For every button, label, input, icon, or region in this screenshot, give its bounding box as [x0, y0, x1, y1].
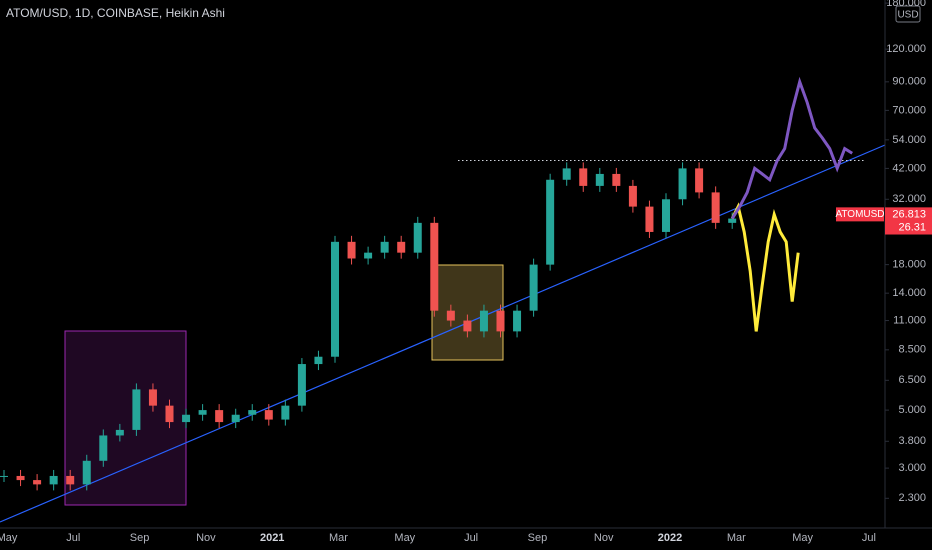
candle: [132, 389, 141, 430]
candle: [546, 179, 555, 265]
y-tick-label: 3.800: [898, 435, 926, 447]
y-tick-label: 70.000: [892, 104, 926, 116]
candle: [496, 310, 505, 332]
x-tick-label: 2021: [260, 532, 284, 544]
candle: [33, 480, 42, 485]
y-tick-label: 2.300: [898, 492, 926, 504]
candle: [430, 222, 439, 311]
candle: [215, 410, 224, 423]
candle: [264, 410, 273, 420]
candle: [314, 356, 323, 365]
x-tick-label: Nov: [594, 532, 614, 544]
y-tick-label: 5.000: [898, 404, 926, 416]
y-tick-label: 8.500: [898, 344, 926, 356]
projection: [730, 202, 800, 332]
candle: [16, 475, 25, 481]
y-tick-label: 180.000: [886, 0, 926, 9]
y-tick-label: 14.000: [892, 287, 926, 299]
symbol-label: ATOMUSD: [835, 209, 884, 220]
candle: [662, 199, 670, 232]
candle: [413, 222, 422, 253]
y-tick-label: 42.000: [892, 162, 926, 174]
candle: [231, 414, 240, 423]
x-tick-label: Nov: [196, 532, 216, 544]
candle: [463, 320, 472, 332]
x-tick-label: May: [0, 532, 18, 544]
candle: [529, 264, 538, 311]
candle: [645, 206, 654, 232]
x-tick-label: Sep: [130, 532, 150, 544]
candle: [0, 475, 8, 477]
candle: [281, 405, 290, 420]
candle: [711, 192, 720, 223]
x-tick-label: May: [792, 532, 813, 544]
x-tick-label: Mar: [727, 532, 746, 544]
candle: [579, 168, 588, 186]
candle: [612, 173, 621, 186]
candle: [165, 405, 174, 423]
symbol-tag: [836, 207, 884, 222]
candle: [628, 185, 637, 207]
y-tick-label: 3.000: [898, 462, 926, 474]
candle: [678, 168, 687, 200]
x-tick-label: 2022: [658, 532, 682, 544]
y-tick-label: 32.000: [892, 193, 926, 205]
price-tag: [885, 207, 932, 222]
candle: [347, 241, 356, 259]
candle: [364, 252, 373, 259]
candle: [479, 310, 488, 332]
candle: [513, 310, 522, 332]
candle: [115, 429, 124, 436]
candle: [380, 241, 389, 253]
price-tag: [885, 220, 932, 235]
candle: [82, 460, 91, 485]
candle: [66, 475, 75, 485]
candle: [446, 310, 455, 321]
y-tick-label: 18.000: [892, 259, 926, 271]
price-value: 26.813: [892, 208, 926, 220]
chart-title: ATOM/USD, 1D, COINBASE, Heikin Ashi: [6, 6, 225, 20]
y-tick-label: 11.000: [893, 314, 926, 326]
x-tick-label: Sep: [528, 532, 548, 544]
price-value: 26.31: [898, 221, 926, 233]
candle: [182, 414, 191, 423]
candle: [695, 168, 704, 193]
y-tick-label: 54.000: [892, 134, 926, 146]
candle: [49, 475, 58, 485]
y-tick-label: 120.000: [886, 43, 926, 55]
candle: [148, 389, 157, 406]
x-tick-label: May: [394, 532, 415, 544]
x-tick-label: Jul: [66, 532, 80, 544]
candle: [198, 410, 207, 415]
candle: [297, 364, 306, 406]
unit-box: [895, 5, 921, 23]
y-unit: USD: [897, 10, 918, 21]
projection: [730, 76, 853, 220]
x-tick-label: Jul: [464, 532, 478, 544]
y-tick-label: 6.500: [898, 374, 926, 386]
candle: [728, 218, 737, 223]
x-tick-label: Jul: [862, 532, 876, 544]
candle: [397, 241, 406, 253]
y-tick-label: 90.000: [892, 76, 926, 88]
candle: [331, 241, 339, 357]
candle: [595, 173, 604, 186]
x-tick-label: Mar: [329, 532, 348, 544]
candle: [99, 435, 108, 461]
candle: [562, 168, 571, 180]
candle: [248, 410, 257, 415]
